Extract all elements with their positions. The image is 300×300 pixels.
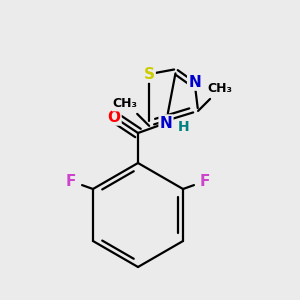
Text: O: O	[107, 110, 121, 124]
Text: F: F	[66, 173, 76, 188]
Text: N: N	[160, 116, 172, 130]
Text: F: F	[200, 173, 210, 188]
Text: N: N	[188, 75, 201, 90]
Text: S: S	[144, 67, 155, 82]
Text: CH₃: CH₃	[113, 98, 138, 110]
Text: H: H	[178, 120, 190, 134]
Text: CH₃: CH₃	[208, 82, 233, 95]
